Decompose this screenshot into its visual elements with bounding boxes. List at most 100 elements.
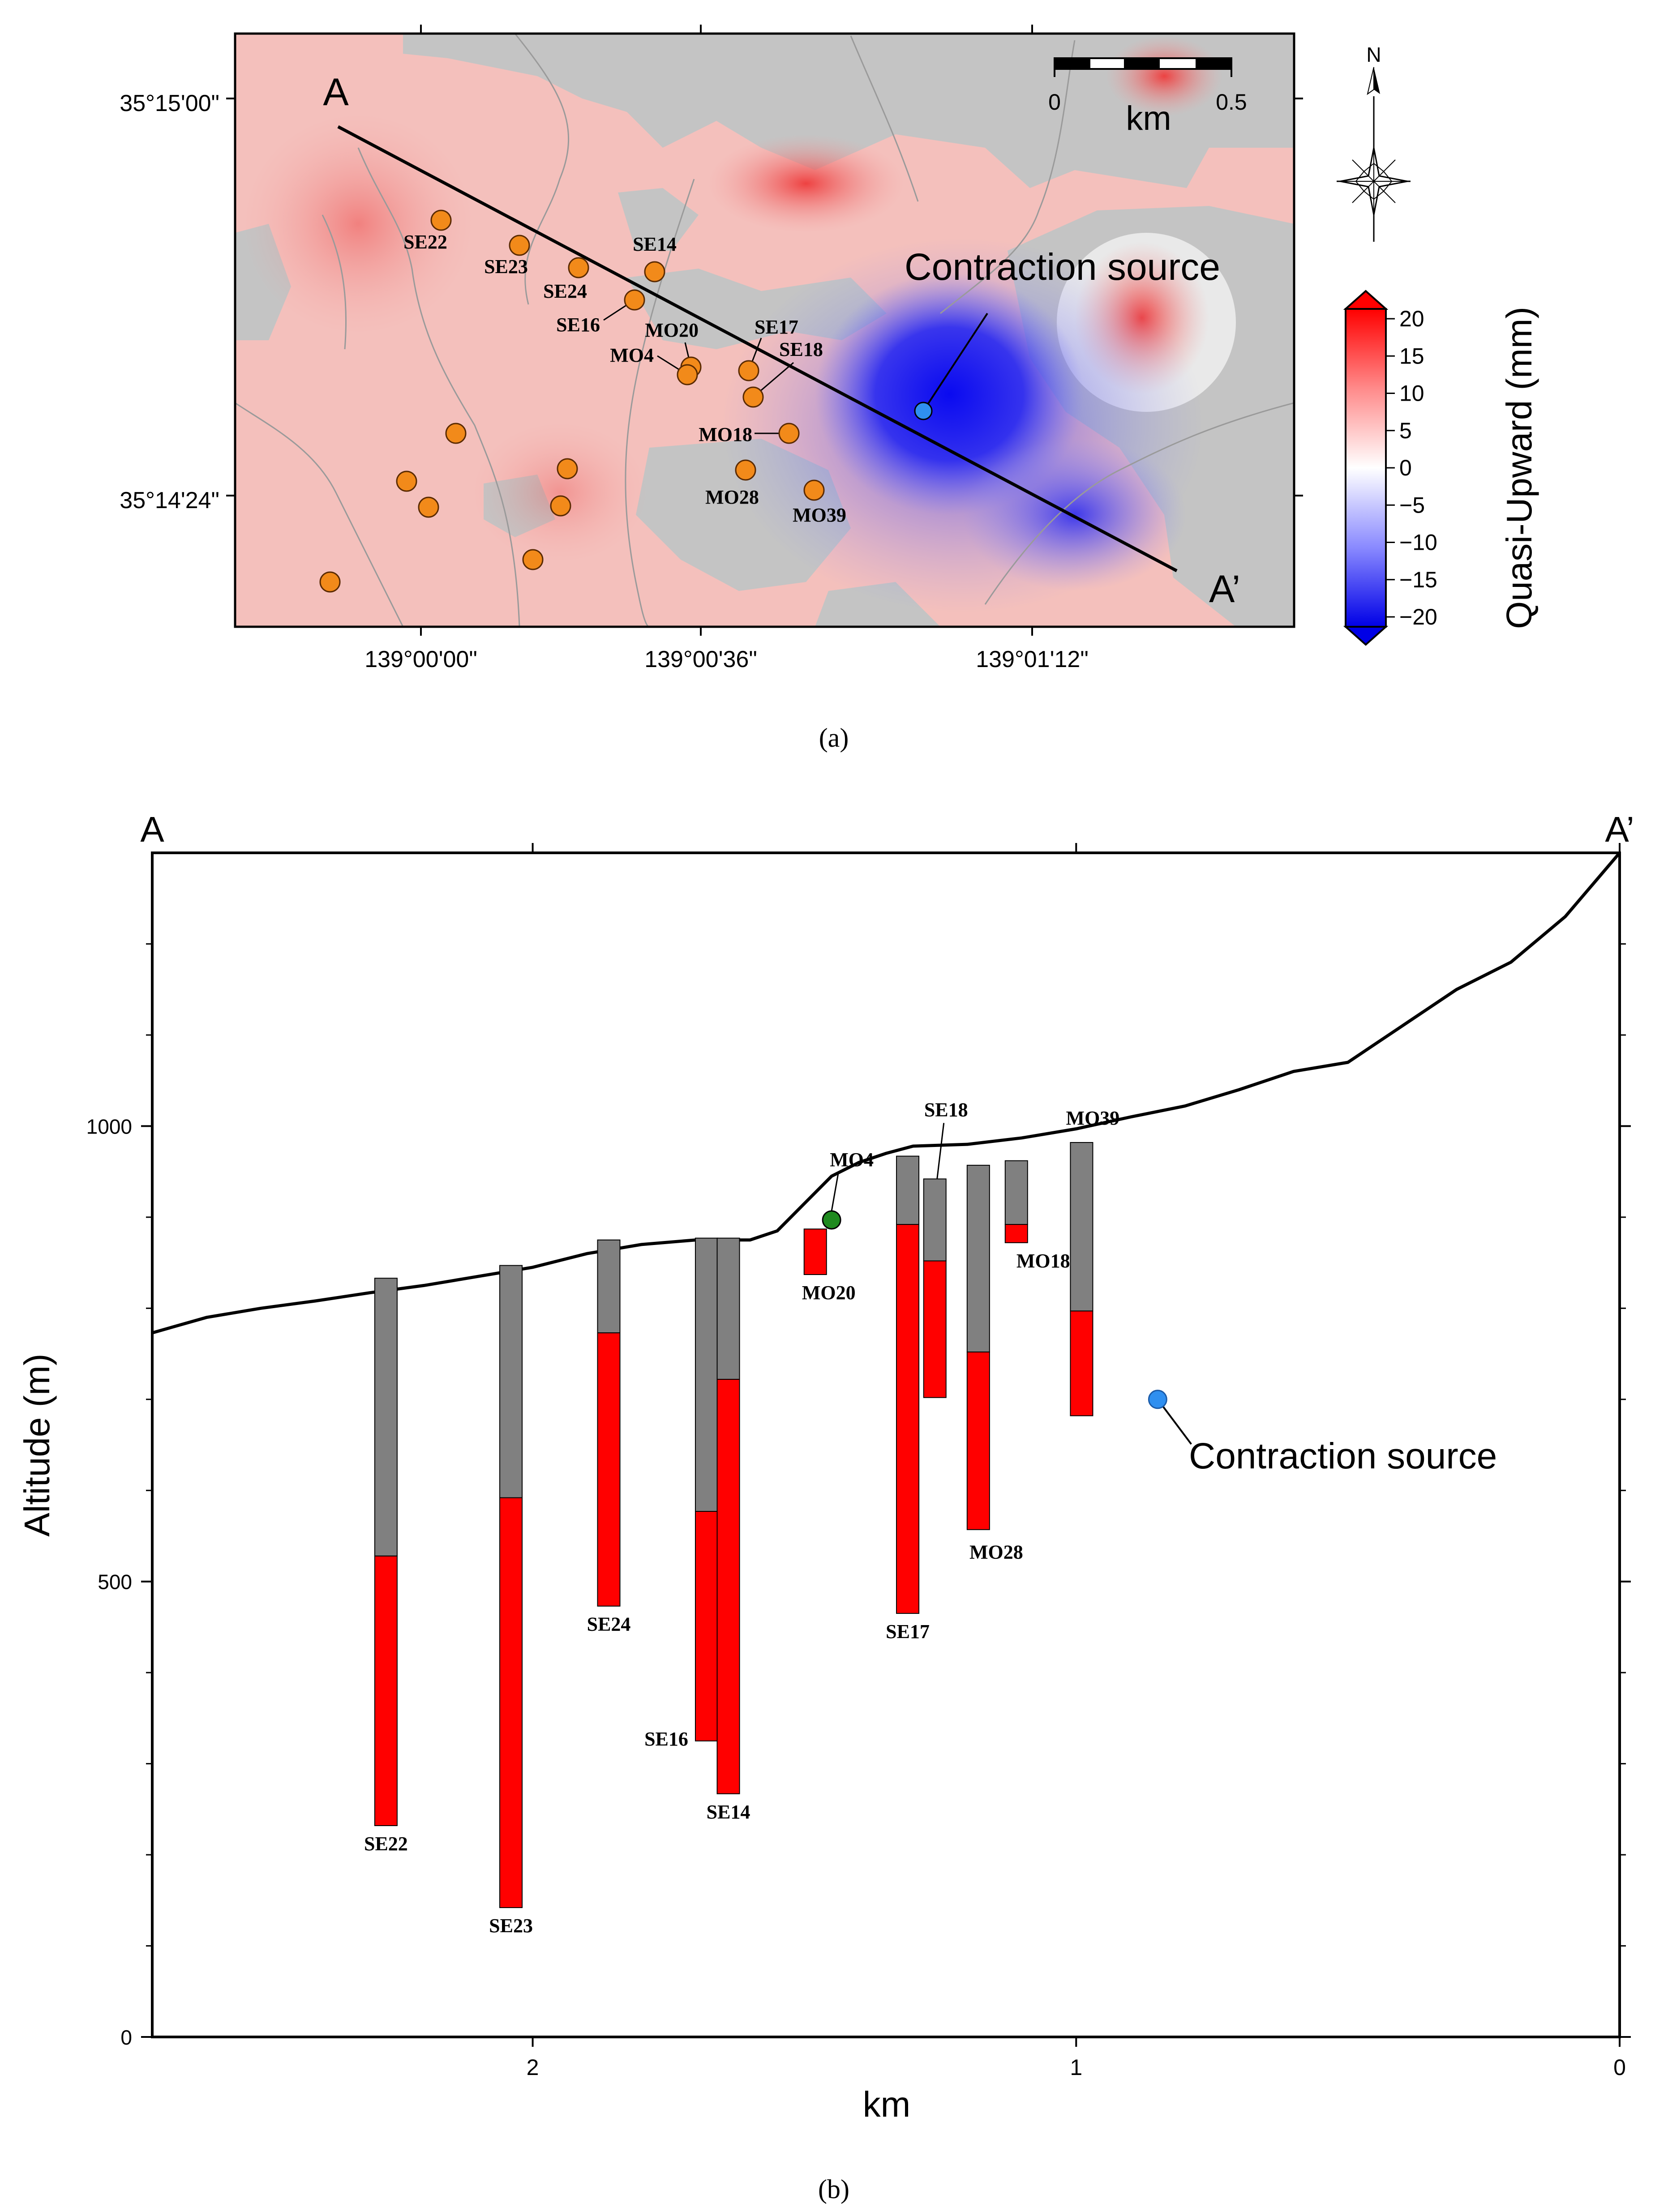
station-marker-se17 (738, 360, 759, 381)
lon-label-west: 139°00'00" (364, 646, 477, 672)
well-screen-se17 (896, 1224, 920, 1614)
well-label-mo28: MO28 (969, 1541, 1023, 1563)
subsidence-lobe-southeast (963, 439, 1187, 591)
colorbar-tick-label: 10 (1399, 381, 1424, 406)
terrain-profile-line (152, 851, 1621, 1335)
well-label-mo18: MO18 (1016, 1250, 1070, 1272)
station-label-mo28: MO28 (705, 486, 759, 508)
well-casing-se24 (597, 1239, 621, 1334)
profile-end-label: A’ (1209, 568, 1240, 611)
map-lines (235, 34, 1294, 627)
well-mo18: MO18 (1004, 1160, 1070, 1272)
well-mo28: MO28 (966, 1164, 1023, 1563)
station-marker (396, 471, 417, 492)
station-label-se24: SE24 (543, 280, 587, 302)
well-se24: SE24 (587, 1239, 630, 1635)
station-label-mo39: MO39 (793, 504, 846, 526)
station-label-se14: SE14 (633, 233, 677, 255)
no-data-patch (618, 188, 699, 251)
well-casing-se18 (923, 1178, 947, 1262)
well-screen-se23 (499, 1497, 523, 1908)
well-label-se14: SE14 (707, 1801, 750, 1823)
scalebar-unit: km (1126, 99, 1171, 137)
station-marker-se18 (742, 386, 764, 408)
no-data-south2 (815, 582, 940, 627)
station-marker-mo4 (677, 364, 698, 385)
lat-label-north: 35°15'00" (120, 90, 219, 116)
north-arrow-icon: N (1337, 43, 1411, 242)
svg-text:N: N (1366, 43, 1381, 66)
station-marker (418, 496, 439, 518)
contraction-source-label: Contraction source (905, 246, 1220, 288)
caption-a: (a) (819, 723, 849, 753)
lon-label-east: 139°01'12" (976, 646, 1089, 672)
station-marker-se24 (568, 257, 589, 278)
station-label-se22: SE22 (403, 231, 447, 253)
y-tick-label: 1000 (86, 1115, 132, 1138)
station-label-se23: SE23 (484, 256, 528, 278)
x-tick-label: 2 (527, 2055, 539, 2080)
station-label-se17: SE17 (755, 316, 798, 338)
section-frame (151, 851, 1621, 2038)
x-tick-label: 0 (1613, 2055, 1626, 2080)
colorbar-tick-label: −5 (1399, 492, 1425, 518)
colorbar-tick-label: 15 (1399, 343, 1424, 368)
source-leader-line (922, 312, 988, 412)
well-se14: SE14 (707, 1237, 750, 1823)
well-casing-mo18 (1004, 1160, 1028, 1225)
well-se16: SE16 (644, 1237, 718, 1750)
scalebar-start: 0 (1048, 90, 1061, 115)
well-se17: SE17 (886, 1155, 930, 1643)
station-marker-se23 (509, 235, 530, 256)
station-marker (557, 458, 578, 479)
colorbar-tick-label: −20 (1399, 604, 1437, 629)
well-label-se22: SE22 (364, 1833, 408, 1855)
well-casing-se16 (695, 1237, 718, 1512)
well-screen-mo28 (966, 1351, 990, 1530)
section-source-marker (1148, 1390, 1167, 1409)
y-tick-label: 0 (120, 2026, 132, 2049)
well-label-se18: SE18 (924, 1099, 968, 1121)
well-label-mo20: MO20 (802, 1282, 856, 1304)
colorbar-min-triangle (1343, 626, 1389, 646)
well-casing-se22 (374, 1278, 398, 1557)
well-casing-mo28 (966, 1164, 990, 1352)
well-screen-mo39 (1070, 1310, 1093, 1416)
panel-b-section: A A’ 2 1 0 1000 500 0 SE22 SE23 SE24 SE16 SE14 MO2… (17, 809, 1634, 2124)
well-screen-se24 (597, 1332, 621, 1607)
x-tick-label: 1 (1070, 2055, 1082, 2080)
mo4-leader-line (831, 1172, 839, 1211)
well-label-se17: SE17 (886, 1621, 930, 1643)
well-se23: SE23 (489, 1265, 533, 1937)
lat-label-south: 35°14'24" (120, 488, 219, 513)
station-marker-mo18 (778, 423, 800, 444)
well-columns: SE22 SE23 SE24 SE16 SE14 MO20 SE17 SE18 MO28 MO18… (364, 1099, 1119, 1937)
well-leader-se18 (936, 1123, 945, 1179)
station-label-se16: SE16 (556, 314, 600, 336)
well-screen-mo20 (803, 1228, 827, 1275)
colorbar-tick-label: 20 (1399, 306, 1424, 331)
scalebar (1054, 57, 1232, 77)
colorbar-max-triangle (1343, 290, 1389, 310)
station-label-mo18: MO18 (699, 424, 752, 445)
well-screen-se14 (716, 1379, 740, 1794)
panel-a-map: 35°15'00" 35°14'24" 139°00'00" 139°00'36… (120, 25, 1539, 672)
station-marker-se16 (624, 289, 645, 311)
x-axis-label: km (863, 2084, 911, 2124)
uplift-area-south (470, 421, 649, 564)
y-axis-label: Altitude (m) (17, 1354, 57, 1537)
station-marker-mo39 (803, 479, 825, 501)
station-label-mo4: MO4 (610, 344, 654, 366)
mo4-label: MO4 (830, 1149, 874, 1171)
no-data-north (403, 34, 1294, 188)
section-source-label: Contraction source (1189, 1436, 1497, 1476)
well-label-mo39: MO39 (1066, 1107, 1120, 1129)
caption-b: (b) (818, 2174, 849, 2204)
well-se22: SE22 (364, 1278, 408, 1855)
well-casing-se23 (499, 1265, 523, 1498)
station-marker (550, 495, 571, 517)
colorbar: 20 15 10 5 0 −5 −10 −15 −20 (1343, 290, 1437, 646)
colorbar-tick-label: −15 (1399, 567, 1437, 592)
well-screen-se22 (374, 1555, 398, 1826)
